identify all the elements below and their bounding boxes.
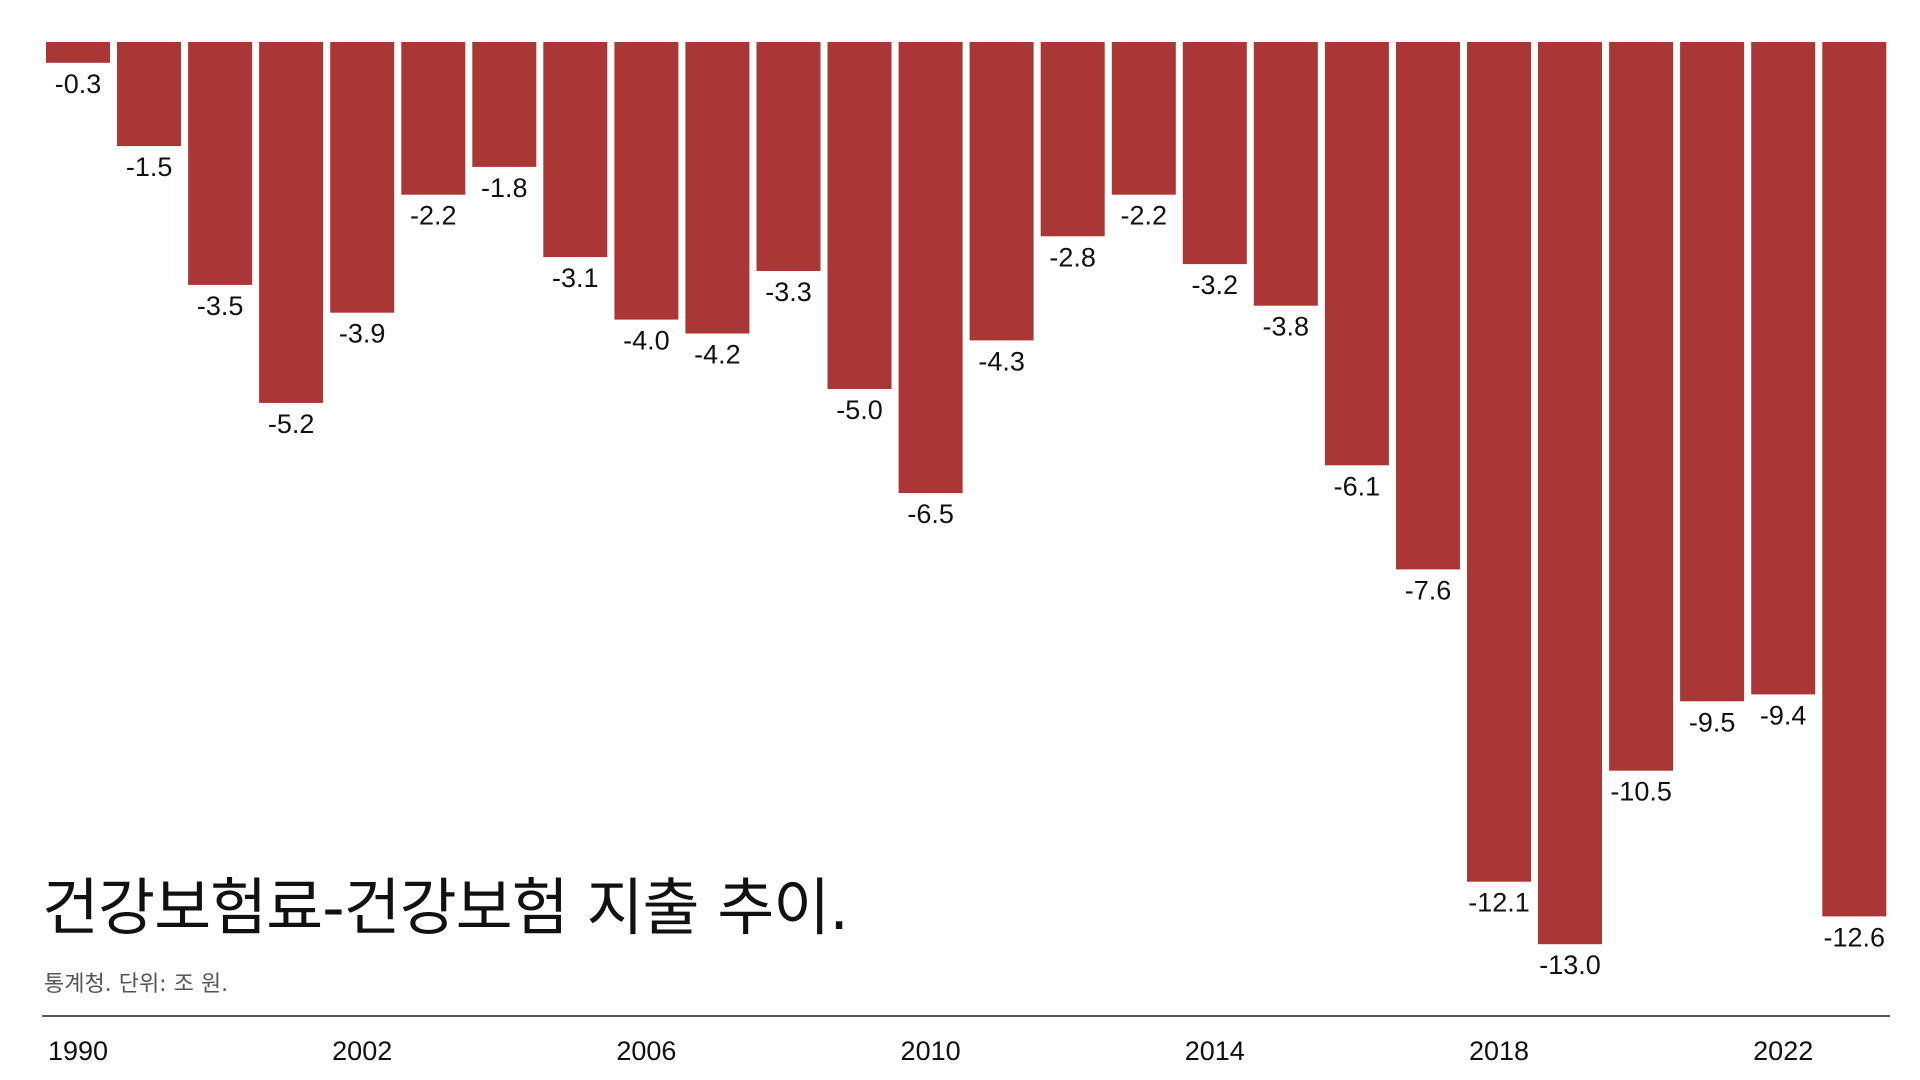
bar-2006 bbox=[614, 42, 679, 320]
value-label-1990: -0.3 bbox=[55, 69, 102, 99]
value-label-2008: -3.3 bbox=[765, 277, 812, 307]
value-label-2020: -10.5 bbox=[1610, 777, 1672, 807]
bar-2012 bbox=[1040, 42, 1105, 237]
bar-2019 bbox=[1538, 42, 1602, 945]
value-label-2014: -3.2 bbox=[1192, 270, 1239, 300]
bar-2022 bbox=[1751, 42, 1816, 695]
value-label-2010: -6.5 bbox=[907, 499, 954, 529]
chart-title: 건강보험료-건강보험 지출 추이. bbox=[42, 871, 849, 944]
bar-2018 bbox=[1467, 42, 1531, 882]
bar-2007 bbox=[685, 42, 750, 334]
value-label-2016: -6.1 bbox=[1334, 471, 1381, 501]
value-label-2006: -4.0 bbox=[623, 326, 670, 356]
bar-2003 bbox=[401, 42, 466, 195]
bar-2008 bbox=[756, 42, 821, 271]
bar-2020 bbox=[1609, 42, 1674, 771]
value-label-2023: -12.6 bbox=[1824, 922, 1886, 952]
bar-2011 bbox=[969, 42, 1034, 341]
bar-2009 bbox=[827, 42, 892, 389]
value-label-2017: -7.6 bbox=[1405, 575, 1452, 605]
bar-2013 bbox=[1111, 42, 1176, 195]
bar-2010 bbox=[898, 42, 963, 494]
value-label-2011: -4.3 bbox=[978, 346, 1025, 376]
chart-source-note: 통계청. 단위: 조 원. bbox=[44, 972, 229, 997]
value-label-2022: -9.4 bbox=[1760, 700, 1807, 730]
x-tick-label-2006: 2006 bbox=[616, 1036, 676, 1066]
x-tick-label-2022: 2022 bbox=[1753, 1036, 1813, 1066]
bar-2023 bbox=[1822, 42, 1887, 917]
bar-1993 bbox=[259, 42, 324, 403]
x-tick-label-2010: 2010 bbox=[901, 1036, 961, 1066]
bar-2016 bbox=[1324, 42, 1389, 466]
x-tick-label-2002: 2002 bbox=[332, 1036, 392, 1066]
bar-2015 bbox=[1253, 42, 1318, 306]
x-tick-labels-group: 1990 2002 2006 2010 2014 2018 2022 bbox=[48, 1036, 1813, 1066]
x-tick-label-2018: 2018 bbox=[1469, 1036, 1529, 1066]
bar-1991 bbox=[117, 42, 181, 147]
value-label-1993: -5.2 bbox=[268, 409, 315, 439]
bar-1992 bbox=[188, 42, 253, 285]
value-label-2018: -12.1 bbox=[1468, 888, 1530, 918]
bars-group bbox=[46, 42, 1887, 945]
x-tick-label-2014: 2014 bbox=[1185, 1036, 1245, 1066]
value-label-1992: -3.5 bbox=[197, 291, 244, 321]
value-label-2009: -5.0 bbox=[836, 395, 883, 425]
value-label-2012: -2.8 bbox=[1049, 242, 1096, 272]
value-label-2003: -2.2 bbox=[410, 201, 457, 231]
value-labels-group: -0.3 -1.5 -3.5 -5.2 -3.9 -2.2 -1.8 -3.1 -4.0 -4.2… bbox=[55, 69, 1885, 980]
bar-2004 bbox=[472, 42, 537, 167]
x-tick-label-1990: 1990 bbox=[48, 1036, 108, 1066]
value-label-2002: -3.9 bbox=[339, 319, 386, 349]
bar-2002 bbox=[330, 42, 395, 313]
value-label-2015: -3.8 bbox=[1263, 312, 1310, 342]
value-label-2005: -3.1 bbox=[552, 263, 599, 293]
value-label-2021: -9.5 bbox=[1689, 707, 1736, 737]
value-label-2007: -4.2 bbox=[694, 340, 741, 370]
value-label-2004: -1.8 bbox=[481, 173, 528, 203]
value-label-2013: -2.2 bbox=[1121, 201, 1168, 231]
bar-2005 bbox=[543, 42, 608, 258]
bar-2014 bbox=[1182, 42, 1247, 265]
bar-2017 bbox=[1396, 42, 1460, 570]
bar-2021 bbox=[1680, 42, 1745, 702]
value-label-1991: -1.5 bbox=[126, 152, 173, 182]
value-label-2019: -13.0 bbox=[1539, 950, 1601, 980]
bar-1990 bbox=[46, 42, 110, 63]
